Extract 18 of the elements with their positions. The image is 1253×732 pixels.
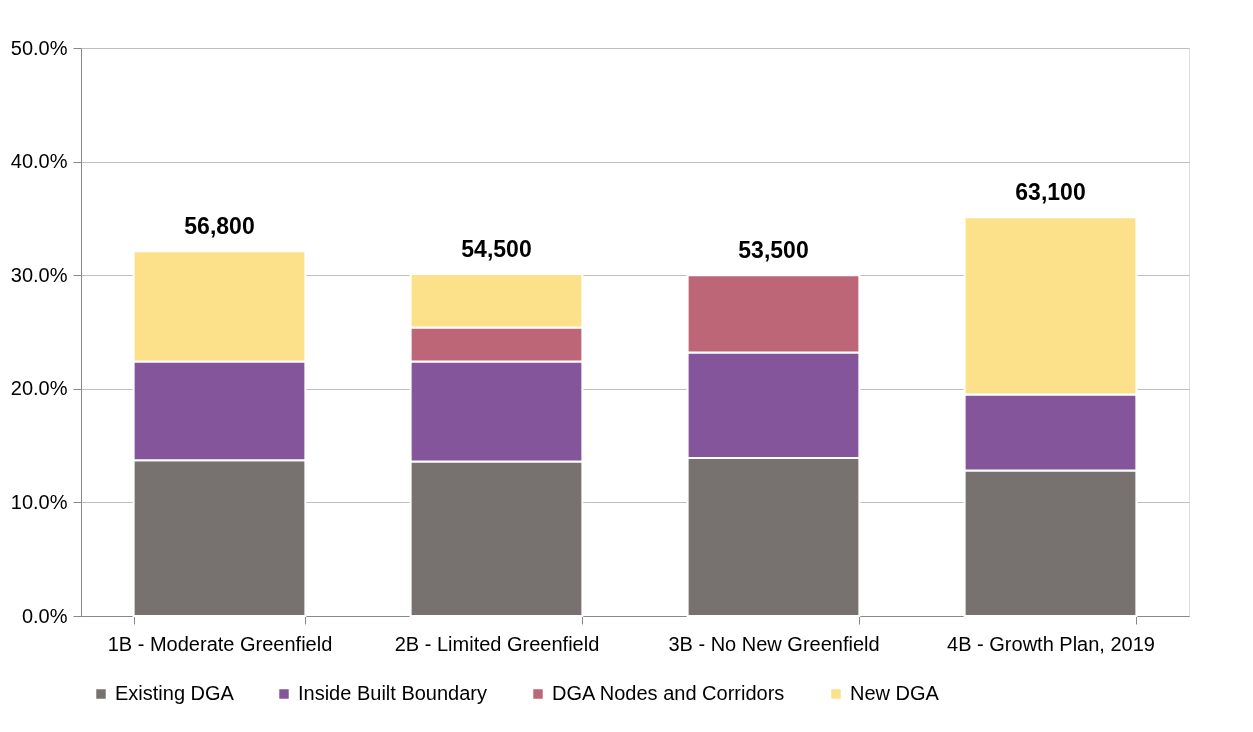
legend-label: Existing DGA — [115, 682, 235, 704]
y-tick-label: 40.0% — [10, 150, 68, 173]
y-tick-label: 0.0% — [21, 604, 68, 627]
legend-label: Inside Built Boundary — [298, 682, 488, 704]
annotation: 56,800 — [184, 213, 255, 240]
y-tick-label: 50.0% — [10, 36, 68, 59]
annotation: 54,500 — [461, 236, 532, 263]
x-tick-label: 3B - No New Greenfield — [668, 632, 880, 655]
x-tick-label: 2B - Limited Greenfield — [394, 632, 600, 655]
y-tick-label: 20.0% — [10, 377, 68, 400]
annotation: 53,500 — [738, 237, 809, 264]
legend-label: DGA Nodes and Corridors — [552, 682, 785, 704]
y-tick-label: 10.0% — [10, 490, 68, 513]
annotation: 63,100 — [1015, 179, 1086, 206]
y-tick-label: 30.0% — [10, 263, 68, 286]
legend-label: New DGA — [850, 682, 940, 704]
x-tick-label: 4B - Growth Plan, 2019 — [947, 632, 1155, 655]
x-tick-label: 1B - Moderate Greenfield — [107, 632, 333, 655]
